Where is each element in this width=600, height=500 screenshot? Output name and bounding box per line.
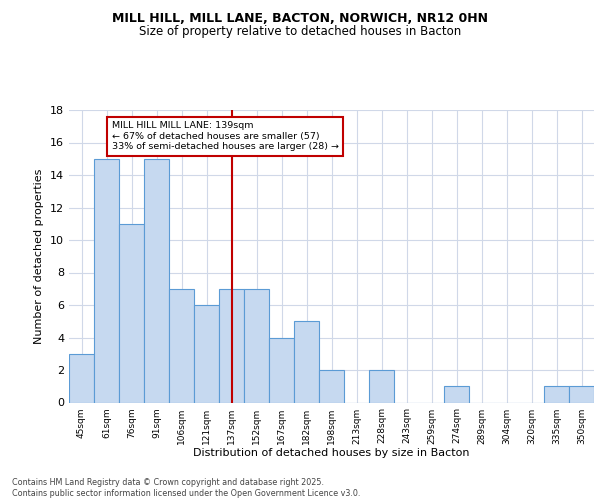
Bar [144,159,169,402]
Bar [169,289,194,403]
Text: MILL HILL MILL LANE: 139sqm
← 67% of detached houses are smaller (57)
33% of sem: MILL HILL MILL LANE: 139sqm ← 67% of det… [112,122,338,151]
Bar [69,354,94,403]
Bar [369,370,394,402]
Bar [444,386,469,402]
Bar [569,386,594,402]
Bar [269,338,294,402]
X-axis label: Distribution of detached houses by size in Bacton: Distribution of detached houses by size … [193,448,470,458]
Bar [319,370,344,402]
Bar [219,289,244,403]
Bar [544,386,569,402]
Text: Size of property relative to detached houses in Bacton: Size of property relative to detached ho… [139,25,461,38]
Bar [194,305,219,402]
Text: MILL HILL, MILL LANE, BACTON, NORWICH, NR12 0HN: MILL HILL, MILL LANE, BACTON, NORWICH, N… [112,12,488,26]
Y-axis label: Number of detached properties: Number of detached properties [34,168,44,344]
Bar [294,322,319,402]
Text: Contains HM Land Registry data © Crown copyright and database right 2025.
Contai: Contains HM Land Registry data © Crown c… [12,478,361,498]
Bar [94,159,119,402]
Bar [119,224,144,402]
Bar [244,289,269,403]
